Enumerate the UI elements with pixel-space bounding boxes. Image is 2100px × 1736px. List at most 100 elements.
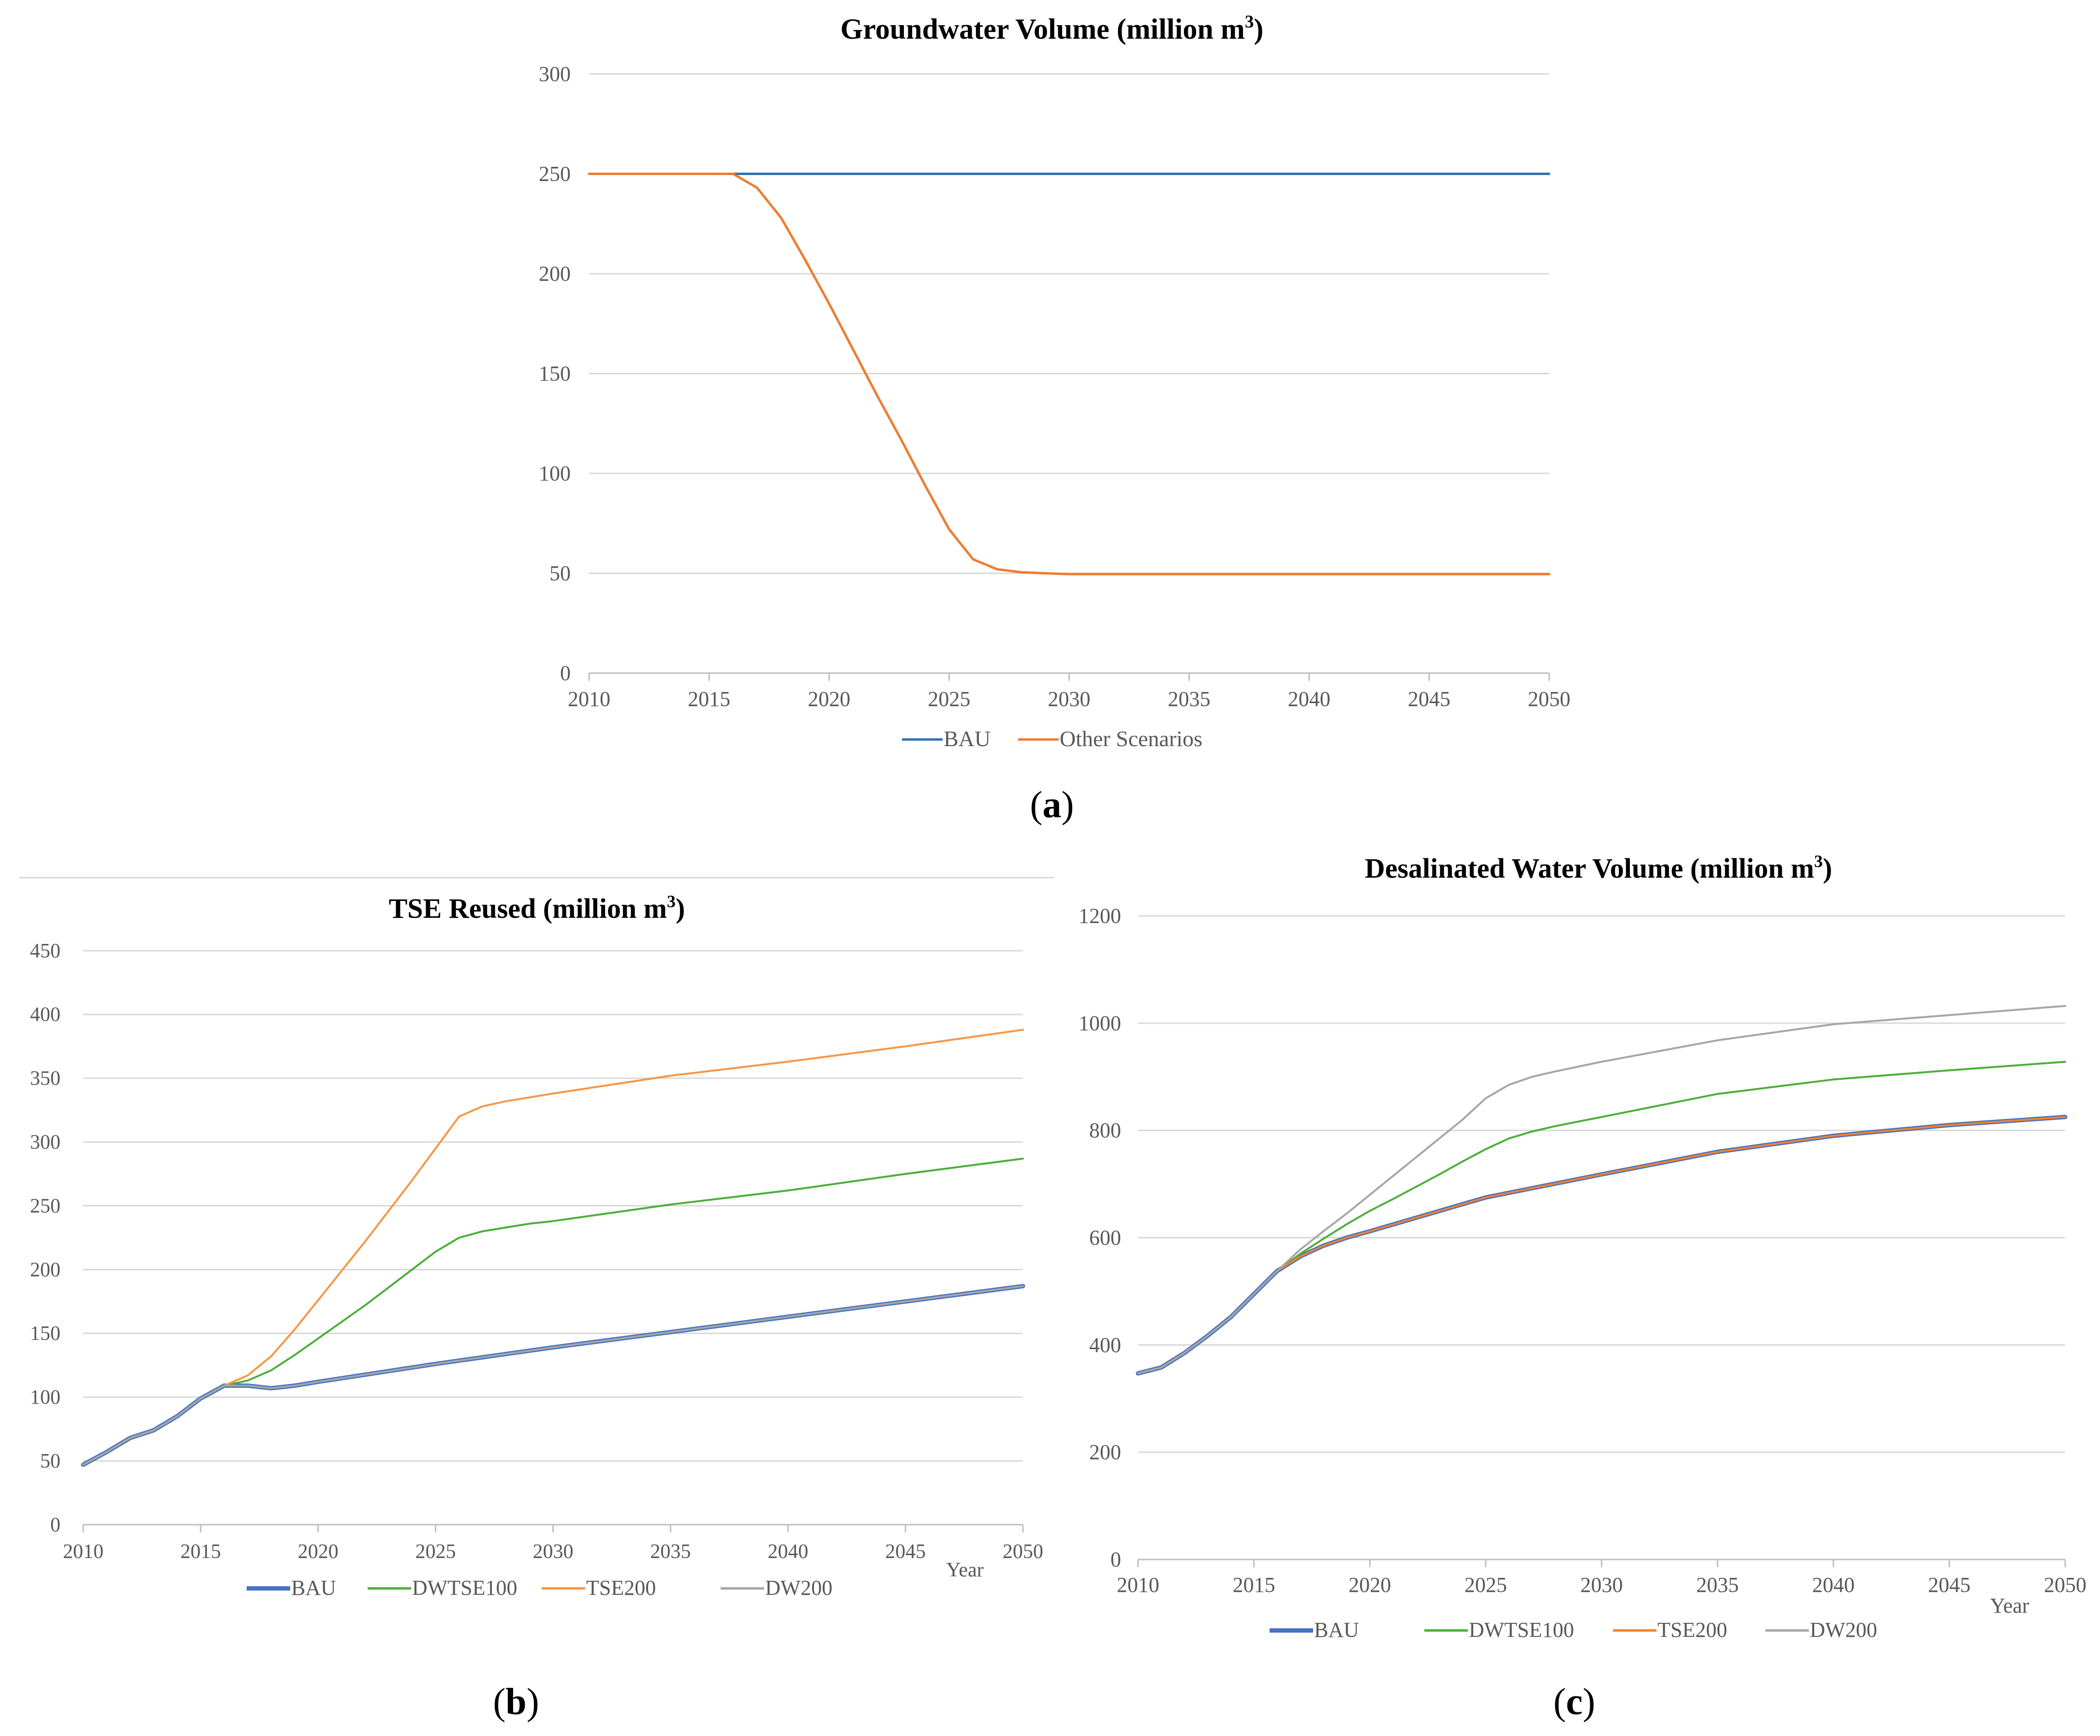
- panel-label-letter: b: [505, 1680, 526, 1722]
- y-tick-label: 100: [30, 1386, 60, 1409]
- chart-title: Desalinated Water Volume (million m3): [1365, 852, 1832, 884]
- legend-label: BAU: [1314, 1618, 1359, 1642]
- y-tick-label: 150: [30, 1323, 60, 1345]
- x-tick-label: 2050: [1528, 687, 1570, 711]
- x-tick-label: 2025: [415, 1541, 456, 1563]
- y-tick-label: 450: [30, 940, 60, 962]
- series-line-tse200: [1137, 1116, 2066, 1375]
- series-line-tse200: [82, 1029, 1024, 1466]
- chart-title-close: ): [676, 893, 685, 924]
- x-tick-label: 2050: [1003, 1541, 1043, 1563]
- x-tick-label: 2040: [1288, 687, 1331, 711]
- y-tick-label: 800: [1089, 1118, 1121, 1142]
- legend-label: DW200: [765, 1576, 832, 1600]
- chart-c: Desalinated Water Volume (million m3)020…: [1079, 852, 2086, 1722]
- panel-label-close: ): [527, 1680, 539, 1722]
- x-tick-label: 2020: [1348, 1573, 1391, 1597]
- x-axis-label: Year: [946, 1559, 983, 1581]
- panel-label-open: (: [493, 1680, 505, 1722]
- series-line-dw200: [1137, 1005, 2066, 1375]
- y-tick-label: 0: [1110, 1548, 1121, 1572]
- series-line-bau: [1136, 1115, 2068, 1376]
- series-line-bau: [81, 1284, 1025, 1467]
- x-tick-label: 2035: [1168, 687, 1211, 711]
- x-tick-label: 2010: [568, 687, 610, 711]
- y-tick-label: 400: [30, 1004, 60, 1026]
- y-tick-label: 150: [539, 362, 571, 385]
- y-tick-label: 0: [50, 1514, 60, 1536]
- panel-label-open: (: [1553, 1680, 1566, 1722]
- chart-title-text: Desalinated Water Volume (million m: [1365, 853, 1814, 884]
- series-line-dwtse100: [1137, 1060, 2066, 1375]
- x-tick-label: 2040: [1812, 1573, 1855, 1597]
- legend-label: TSE200: [586, 1576, 656, 1600]
- y-tick-label: 200: [30, 1259, 60, 1281]
- panel-label-letter: a: [1043, 783, 1062, 825]
- x-tick-label: 2025: [928, 687, 970, 711]
- y-tick-label: 300: [30, 1132, 60, 1154]
- series-line-other-scenarios: [588, 173, 1551, 575]
- legend-label: BAU: [291, 1576, 336, 1600]
- y-tick-label: 300: [539, 62, 571, 86]
- chart-title-text: TSE Reused (million m: [389, 893, 667, 924]
- series-line-dw200: [82, 1285, 1024, 1466]
- y-tick-label: 600: [1089, 1226, 1121, 1250]
- y-tick-label: 0: [560, 662, 571, 685]
- y-tick-label: 50: [549, 561, 571, 585]
- x-tick-label: 2025: [1464, 1573, 1507, 1597]
- y-tick-label: 50: [40, 1450, 60, 1472]
- x-axis-label: Year: [1990, 1594, 2029, 1618]
- x-tick-label: 2015: [688, 687, 730, 711]
- chart-title-superscript: 3: [667, 892, 676, 911]
- chart-title: Groundwater Volume (million m3): [841, 12, 1264, 45]
- x-tick-label: 2030: [1581, 1573, 1623, 1597]
- panel-label-close: ): [1062, 783, 1074, 825]
- x-tick-label: 2015: [1233, 1573, 1275, 1597]
- chart-title-close: ): [1254, 13, 1263, 45]
- y-tick-label: 200: [1089, 1441, 1121, 1464]
- legend-label: DWTSE100: [1469, 1618, 1574, 1642]
- chart-title: TSE Reused (million m3): [389, 892, 685, 924]
- x-tick-label: 2045: [1928, 1573, 1970, 1597]
- panel-label-letter: c: [1566, 1680, 1583, 1722]
- y-tick-label: 100: [539, 462, 571, 485]
- chart-b: TSE Reused (million m3) 0 50 100 150 200 250 30…: [30, 892, 1043, 1722]
- panel-label: (a): [1030, 783, 1074, 825]
- x-tick-label: 2045: [1408, 687, 1450, 711]
- legend-label: BAU: [944, 726, 991, 751]
- legend-label: DWTSE100: [412, 1576, 518, 1600]
- x-tick-label: 2010: [1117, 1573, 1159, 1597]
- chart-title-superscript: 3: [1814, 852, 1823, 871]
- y-tick-label: 350: [30, 1068, 60, 1090]
- x-tick-label: 2030: [533, 1541, 574, 1563]
- y-tick-label: 200: [539, 262, 571, 286]
- legend-label: Other Scenarios: [1060, 726, 1202, 751]
- panel-label-open: (: [1030, 783, 1043, 825]
- panel-label: (c): [1553, 1680, 1596, 1722]
- y-tick-label: 1000: [1079, 1011, 1121, 1035]
- x-tick-label: 2050: [2044, 1573, 2086, 1597]
- x-tick-label: 2020: [298, 1541, 339, 1563]
- y-tick-label: 250: [30, 1195, 60, 1217]
- panel-label-close: ): [1582, 1680, 1595, 1722]
- x-tick-label: 2035: [650, 1541, 691, 1563]
- chart-title-superscript: 3: [1245, 12, 1254, 32]
- x-tick-label: 2030: [1048, 687, 1091, 711]
- x-tick-label: 2035: [1696, 1573, 1739, 1597]
- chart-title-close: ): [1823, 853, 1832, 884]
- chart-title-text: Groundwater Volume (million m: [841, 13, 1245, 45]
- x-tick-label: 2015: [180, 1541, 221, 1563]
- y-tick-label: 400: [1089, 1333, 1121, 1357]
- x-tick-label: 2010: [63, 1541, 104, 1563]
- series-line-dwtse100: [82, 1158, 1024, 1466]
- y-tick-label: 1200: [1079, 904, 1121, 928]
- x-tick-label: 2045: [885, 1541, 926, 1563]
- legend-label: DW200: [1810, 1618, 1877, 1642]
- chart-a: Groundwater Volume (million m3) 0 50 100 150…: [539, 12, 1570, 825]
- legend-label: TSE200: [1657, 1618, 1727, 1642]
- panel-label: (b): [493, 1680, 539, 1722]
- x-tick-label: 2040: [768, 1541, 808, 1563]
- y-tick-label: 250: [539, 162, 571, 186]
- x-tick-label: 2020: [808, 687, 850, 711]
